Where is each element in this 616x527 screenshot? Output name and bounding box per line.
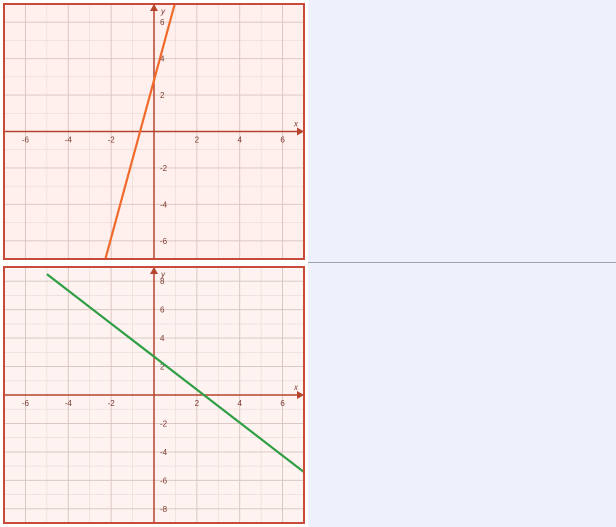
svg-text:-2: -2 — [108, 136, 116, 145]
svg-text:6: 6 — [160, 18, 165, 27]
svg-text:6: 6 — [280, 399, 285, 408]
svg-text:6: 6 — [160, 306, 165, 315]
svg-text:2: 2 — [195, 136, 200, 145]
svg-text:-4: -4 — [160, 448, 168, 457]
svg-text:4: 4 — [160, 334, 165, 343]
svg-text:-4: -4 — [65, 399, 73, 408]
svg-text:4: 4 — [237, 136, 242, 145]
svg-text:-4: -4 — [160, 200, 168, 209]
svg-text:-6: -6 — [22, 136, 30, 145]
top-chart-panel: -6-4-2246-6-4-2246xy — [0, 0, 308, 263]
svg-text:-2: -2 — [108, 399, 116, 408]
svg-text:-6: -6 — [22, 399, 30, 408]
blank-panel-bottom — [308, 263, 616, 527]
svg-text:-8: -8 — [160, 505, 168, 514]
svg-text:-6: -6 — [160, 237, 168, 246]
svg-text:-4: -4 — [65, 136, 73, 145]
svg-text:2: 2 — [160, 91, 165, 100]
blank-panel-top — [308, 0, 616, 263]
svg-text:6: 6 — [280, 136, 285, 145]
svg-text:-6: -6 — [160, 476, 168, 485]
bottom-chart-panel: -6-4-2246-8-6-4-22468xy — [0, 263, 308, 527]
svg-text:2: 2 — [195, 399, 200, 408]
svg-text:-2: -2 — [160, 164, 168, 173]
svg-text:-2: -2 — [160, 419, 168, 428]
svg-text:4: 4 — [237, 399, 242, 408]
